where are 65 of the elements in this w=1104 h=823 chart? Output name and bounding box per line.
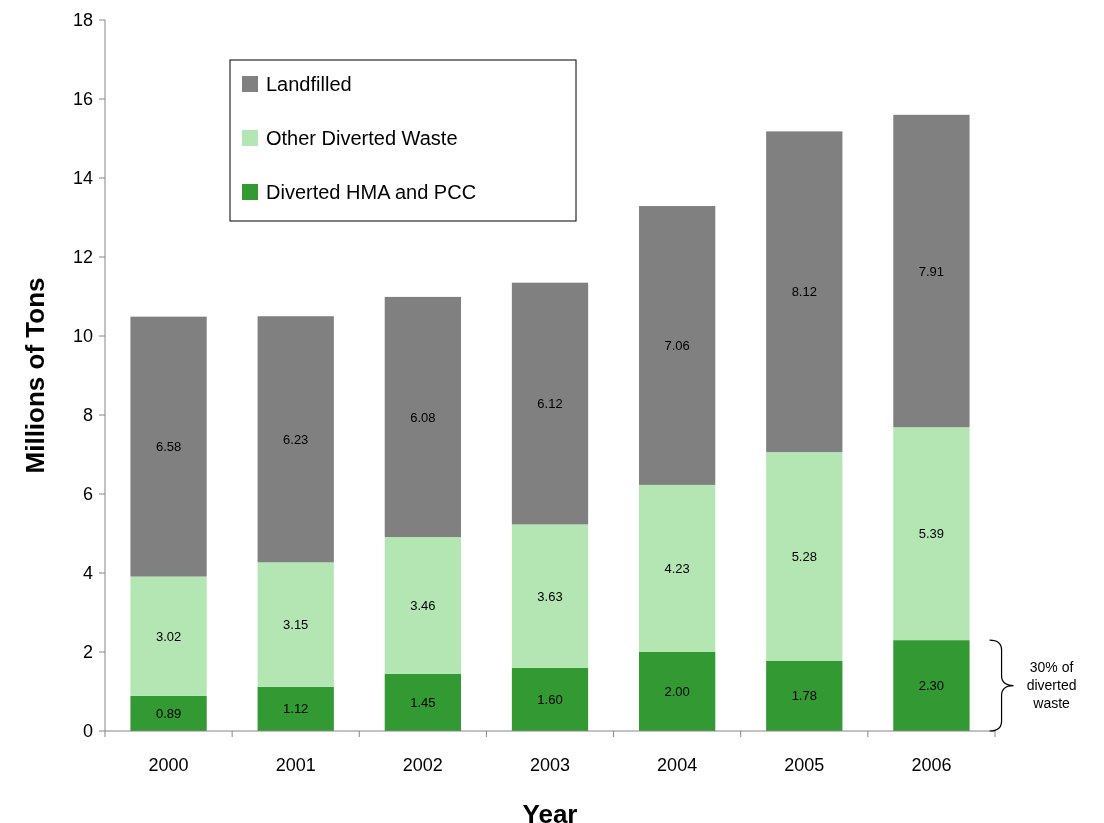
data-label: 1.78	[791, 688, 817, 704]
data-label: 3.63	[537, 588, 563, 604]
data-label: 5.39	[918, 526, 945, 542]
data-label: 3.15	[283, 617, 309, 633]
data-label: 1.12	[283, 701, 309, 717]
data-label: 0.89	[155, 705, 182, 721]
bar	[511, 282, 589, 525]
y-tick-label: 16	[72, 89, 93, 110]
data-label: 8.12	[791, 284, 817, 300]
data-label: 6.23	[283, 431, 309, 447]
bar	[257, 686, 334, 731]
data-label: 7.06	[664, 338, 690, 354]
bar	[384, 296, 461, 538]
data-label: 6.12	[537, 396, 563, 412]
y-tick-label: 4	[82, 563, 93, 584]
y-tick-label: 14	[72, 168, 93, 189]
bar	[384, 673, 461, 731]
data-label: 4.23	[664, 561, 690, 577]
bar	[893, 640, 970, 731]
legend-label: Landfilled	[266, 73, 352, 95]
y-tick-label: 12	[72, 247, 93, 268]
x-tick-label: 2000	[148, 755, 189, 775]
data-label: 2.30	[918, 678, 945, 694]
bar	[639, 652, 716, 731]
bar	[384, 537, 461, 674]
bar	[257, 316, 334, 563]
data-label: 6.58	[155, 439, 182, 455]
data-label: 6.08	[410, 409, 436, 425]
bar	[893, 427, 970, 641]
data-label: 3.02	[155, 628, 182, 644]
data-label: 2.00	[664, 684, 690, 700]
bar	[257, 562, 334, 687]
y-tick-label: 10	[72, 326, 93, 347]
data-label: 1.60	[537, 691, 563, 707]
bar	[130, 576, 207, 696]
x-tick-label: 2004	[657, 755, 698, 775]
x-tick-label: 2003	[529, 755, 571, 775]
data-label: 3.46	[410, 597, 436, 613]
data-label: 1.45	[410, 694, 436, 710]
bar	[766, 131, 843, 453]
bar	[766, 660, 843, 731]
x-axis-title: Year	[522, 799, 578, 823]
bar	[893, 114, 970, 428]
bar	[511, 667, 589, 731]
x-tick-label: 2002	[402, 755, 443, 775]
y-tick-label: 18	[72, 10, 93, 31]
y-axis-title: Millions of Tons	[20, 277, 50, 474]
x-tick-label: 2006	[911, 755, 952, 775]
x-tick-label: 2005	[784, 755, 825, 775]
y-tick-label: 2	[82, 642, 93, 663]
bar	[130, 316, 207, 577]
bar	[639, 206, 716, 485]
text: 30% of diverted waste	[1026, 659, 1077, 712]
legend-label: Diverted HMA and PCC	[266, 181, 477, 203]
x-tick-label: 2001	[275, 755, 316, 775]
bar	[639, 484, 716, 652]
bar	[511, 524, 589, 668]
bar	[130, 695, 207, 731]
y-tick-label: 6	[82, 484, 93, 505]
y-tick-label: 8	[82, 405, 93, 426]
legend-label: Other Diverted Waste	[266, 127, 458, 149]
data-label: 5.28	[791, 548, 817, 564]
y-tick-label: 0	[82, 721, 93, 742]
data-label: 7.91	[918, 263, 945, 279]
bar	[766, 452, 843, 661]
